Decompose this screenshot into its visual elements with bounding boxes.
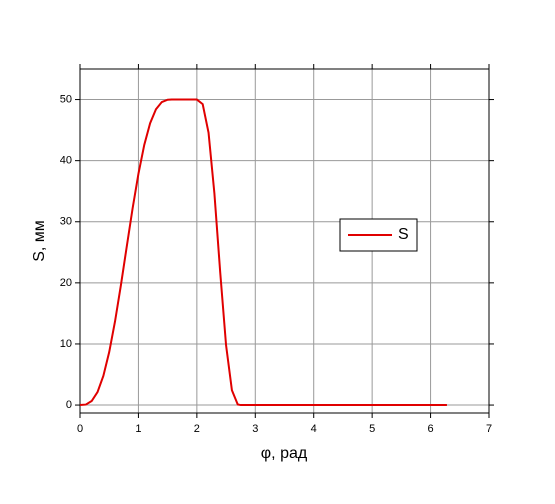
x-tick-label: 4 [311,423,317,435]
y-tick-label: 40 [60,155,72,167]
x-tick-label: 7 [486,423,492,435]
y-tick-label: 30 [60,216,72,228]
plot-frame [79,68,490,414]
x-tick-label: 0 [77,423,83,435]
x-axis-title: φ, рад [261,445,308,462]
y-tick-label: 20 [60,277,72,289]
y-axis-title: S, мм [31,220,48,262]
legend-label: S [398,226,409,243]
x-tick-label: 3 [252,423,258,435]
y-tick-label: 0 [66,399,72,411]
x-tick-label: 5 [369,423,375,435]
data-line [79,98,447,407]
x-tick-label: 2 [194,423,200,435]
y-tick-label: 50 [60,93,72,105]
y-tick-label: 10 [60,338,72,350]
x-tick-label: 6 [428,423,434,435]
x-tick-label: 1 [135,423,141,435]
